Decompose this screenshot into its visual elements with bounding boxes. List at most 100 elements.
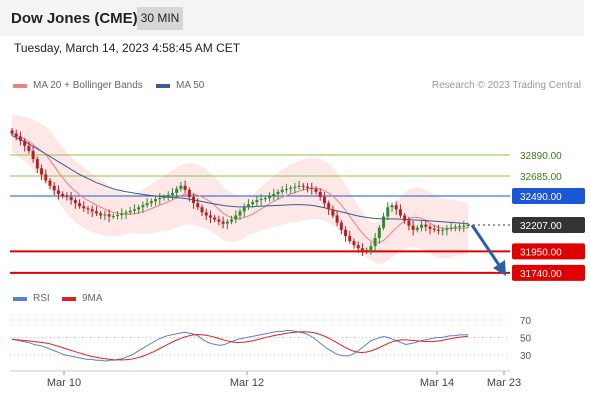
candle-body — [246, 204, 250, 208]
timestamp: Tuesday, March 14, 2023 4:58:45 AM CET — [14, 41, 241, 55]
timeframe-badge[interactable]: 30 MIN — [137, 7, 183, 30]
ma9-legend: 9MA — [62, 293, 103, 304]
candle-body — [428, 226, 432, 229]
candle-body — [462, 225, 466, 227]
ma50-line — [11, 135, 469, 225]
candle-body — [310, 187, 314, 189]
candle-body — [297, 185, 301, 187]
candle-body — [69, 197, 73, 201]
candle-body — [449, 227, 453, 229]
candle-body — [99, 213, 103, 216]
candle-body — [352, 241, 356, 246]
candle-body — [208, 215, 212, 218]
candle-body — [56, 190, 60, 194]
ma9-legend-label: 9MA — [82, 293, 103, 304]
candle-body — [339, 222, 343, 230]
candle-body — [145, 203, 149, 206]
candle-body — [107, 214, 111, 217]
level-tag-32490.00 — [512, 188, 585, 204]
candle-body — [200, 207, 204, 213]
candle-body — [162, 197, 166, 199]
candle-body — [259, 199, 263, 201]
candle-body — [293, 186, 297, 188]
candle-body — [10, 130, 14, 134]
candle-body — [398, 209, 402, 216]
candle-body — [322, 197, 326, 204]
candle-body — [166, 194, 170, 198]
candle-body — [204, 212, 208, 216]
candle-body — [141, 205, 145, 208]
rsi-legend-label: RSI — [33, 293, 50, 304]
projection-arrow-head — [493, 260, 506, 276]
candle-body — [78, 203, 82, 207]
candle-body — [179, 185, 183, 189]
level-label-32890.00: 32890.00 — [520, 151, 562, 162]
candle-body — [453, 226, 457, 228]
candle-body — [52, 185, 56, 191]
rsi-tick-50: 50 — [520, 334, 532, 345]
candle-body — [420, 224, 424, 228]
candle-body — [306, 186, 310, 188]
candle-body — [335, 215, 339, 223]
candle-body — [234, 215, 238, 220]
level-tag-32207.00 — [512, 216, 585, 233]
candle-body — [225, 221, 229, 224]
candle-body — [386, 207, 390, 217]
candle-body — [365, 250, 369, 252]
candle-body — [217, 219, 221, 222]
candle-body — [369, 246, 373, 252]
instrument-title: Dow Jones (CME) — [11, 10, 138, 27]
candle-body — [424, 224, 428, 227]
candle-body — [284, 188, 288, 190]
ma50-legend-label: MA 50 — [176, 80, 205, 91]
candle-body — [149, 201, 153, 204]
candle-body — [213, 217, 217, 220]
candle-body — [18, 136, 22, 141]
candle-body — [436, 229, 440, 231]
rsi-tick-70: 70 — [520, 316, 532, 327]
candle-body — [272, 193, 276, 196]
candle-body — [35, 159, 39, 169]
candle-body — [344, 229, 348, 236]
candle-body — [238, 211, 242, 216]
candle-body — [31, 150, 35, 160]
candle-body — [90, 209, 94, 212]
level-tag-31950.00 — [512, 243, 585, 260]
candle-body — [280, 189, 284, 192]
candle-body — [124, 212, 128, 214]
candle-body — [175, 188, 179, 193]
candle-body — [196, 203, 200, 208]
candle-body — [23, 140, 27, 146]
candle-body — [331, 209, 335, 216]
candle-body — [445, 228, 449, 230]
bollinger-band — [12, 115, 468, 265]
candle-body — [187, 189, 191, 198]
candle-body — [403, 215, 407, 221]
candle-body — [255, 200, 259, 203]
rsi-tick-30: 30 — [520, 351, 532, 362]
candle-body — [382, 216, 386, 228]
candle-body — [441, 229, 445, 231]
candle-body — [377, 227, 381, 238]
level-label-32685.00: 32685.00 — [520, 172, 562, 183]
candle-body — [183, 185, 187, 190]
candle-body — [314, 188, 318, 192]
candle-body — [65, 196, 69, 198]
candle-body — [466, 224, 470, 226]
candle-body — [242, 207, 246, 212]
candle-body — [132, 209, 136, 211]
x-tick-label: Mar 23 — [487, 377, 521, 389]
level-label-31950.00: 31950.00 — [520, 247, 562, 258]
rsi-ma-line — [11, 331, 469, 361]
candle-body — [128, 210, 132, 213]
candle-body — [360, 248, 364, 251]
candle-body — [394, 205, 398, 210]
candle-body — [407, 220, 411, 226]
rsi-legend: RSI — [13, 293, 50, 304]
ma20-swatch — [13, 83, 27, 88]
x-tick-label: Mar 12 — [230, 377, 264, 389]
candle-body — [356, 245, 360, 249]
candle-body — [170, 192, 174, 195]
rsi-swatch — [13, 296, 27, 301]
